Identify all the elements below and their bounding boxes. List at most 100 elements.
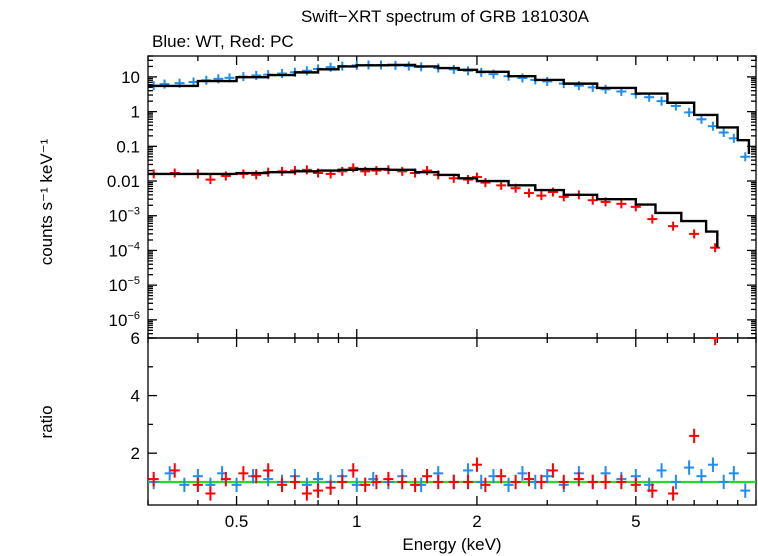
data-point — [689, 428, 700, 444]
data-point — [510, 474, 521, 490]
y-tick-label: 0.1 — [116, 137, 140, 156]
data-point — [696, 469, 707, 484]
data-point — [616, 474, 627, 490]
data-point — [463, 175, 474, 185]
y-tick-label: 10−4 — [109, 240, 140, 260]
spectrum-y-axis-label: counts s⁻¹ keV⁻¹ — [37, 138, 56, 265]
data-point — [238, 466, 249, 481]
data-point — [573, 471, 584, 487]
data-point — [169, 463, 180, 478]
data-point — [503, 477, 514, 493]
x-tick-label: 1 — [352, 512, 361, 531]
data-point — [422, 469, 433, 484]
x-tick-label: 2 — [472, 512, 481, 531]
data-point — [448, 64, 459, 74]
y-tick-label: 10 — [121, 68, 140, 87]
model-step-line — [148, 63, 751, 155]
data-point — [517, 73, 528, 83]
spectrum-data-series — [148, 163, 721, 253]
data-point — [277, 477, 288, 493]
data-point — [231, 477, 242, 493]
data-point — [205, 486, 216, 501]
spectrum-frame — [147, 55, 757, 339]
data-point — [337, 474, 348, 490]
data-point — [496, 469, 507, 484]
data-point — [480, 477, 491, 493]
ratio-panel: 2 4 6 0.5 1 2 5 — [131, 329, 757, 531]
data-point — [558, 474, 569, 490]
data-point — [542, 469, 553, 484]
data-point — [471, 457, 482, 472]
data-point — [360, 477, 371, 493]
data-point — [277, 69, 288, 79]
data-point — [313, 483, 324, 498]
data-point — [397, 166, 408, 176]
data-point — [410, 477, 421, 493]
data-point — [371, 166, 382, 176]
data-point — [696, 114, 707, 124]
data-point — [616, 199, 627, 209]
data-point — [251, 170, 262, 180]
chart-subtitle: Blue: WT, Red: PC — [152, 32, 294, 51]
data-point — [740, 152, 751, 162]
data-point — [263, 463, 274, 478]
ratio-y-axis-label: ratio — [37, 405, 56, 438]
data-point — [348, 463, 359, 478]
model-step-line — [148, 167, 719, 248]
data-point — [220, 471, 231, 487]
data-point — [433, 474, 444, 490]
data-point — [448, 474, 459, 490]
data-point — [397, 474, 408, 490]
data-point — [542, 76, 553, 86]
data-point — [192, 477, 203, 493]
ratio-data-series — [148, 337, 721, 501]
data-point — [630, 477, 641, 493]
data-point — [656, 96, 667, 106]
data-point — [684, 107, 695, 117]
spectrum-panel: 10 1 0.1 0.01 10−3 10−4 10−5 10−6 — [107, 55, 757, 339]
data-point — [301, 486, 312, 501]
data-point — [523, 188, 534, 198]
data-point — [371, 474, 382, 490]
y-tick-label: 6 — [131, 329, 140, 348]
data-point — [536, 474, 547, 490]
data-point — [647, 214, 658, 224]
data-point — [536, 191, 547, 201]
y-tick-label: 10−5 — [109, 275, 140, 295]
data-point — [159, 79, 170, 89]
data-point — [179, 477, 190, 493]
data-point — [600, 84, 611, 94]
data-point — [547, 463, 558, 478]
data-point — [148, 471, 159, 487]
data-point — [710, 243, 721, 253]
data-point — [480, 178, 491, 188]
data-point — [670, 474, 681, 490]
data-point — [668, 221, 679, 231]
x-tick-label: 0.5 — [225, 512, 249, 531]
data-point — [740, 483, 751, 498]
data-point — [710, 337, 721, 346]
data-point — [728, 466, 739, 481]
data-point — [205, 175, 216, 185]
data-point — [647, 483, 658, 498]
x-axis-label: Energy (keV) — [402, 535, 501, 554]
data-point — [422, 166, 433, 176]
data-point — [718, 127, 729, 138]
y-tick-label: 2 — [131, 444, 140, 463]
ratio-data-series — [148, 457, 751, 498]
chart-title: Swift−XRT spectrum of GRB 181030A — [301, 7, 590, 26]
data-point — [251, 469, 262, 484]
data-point — [251, 70, 262, 80]
data-point — [707, 457, 718, 472]
data-point — [523, 471, 534, 487]
data-point — [689, 229, 700, 239]
data-point — [600, 474, 611, 490]
data-point — [463, 474, 474, 490]
y-tick-label: 10−6 — [109, 310, 140, 330]
y-tick-label: 10−3 — [109, 206, 140, 226]
data-point — [496, 180, 507, 190]
x-tick-label: 5 — [631, 512, 640, 531]
data-point — [517, 466, 528, 481]
data-point — [587, 474, 598, 490]
